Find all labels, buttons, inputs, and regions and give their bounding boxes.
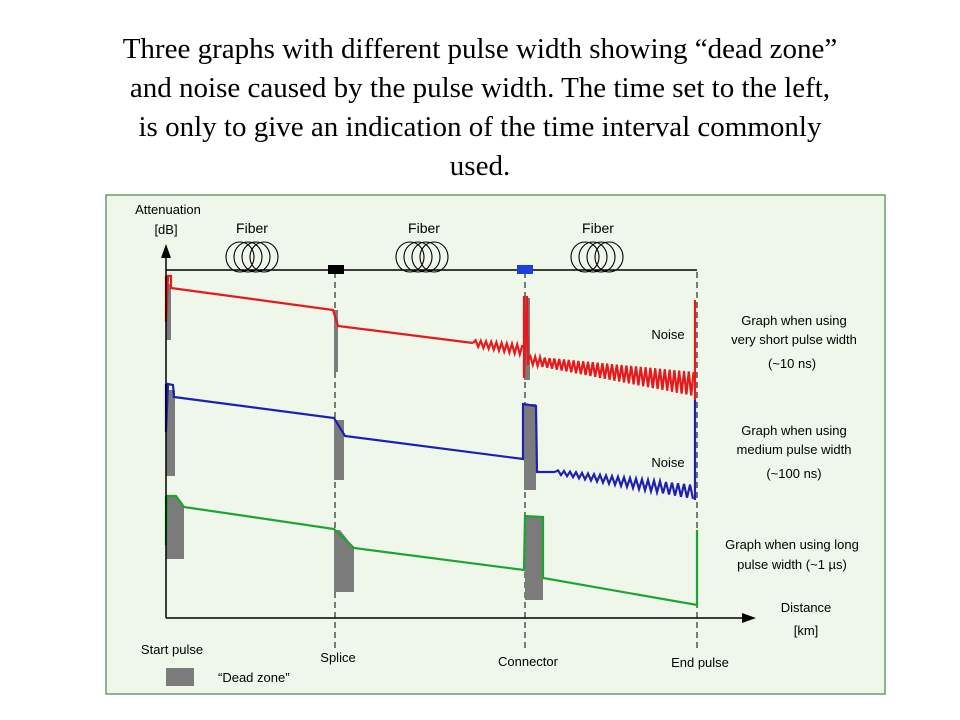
connector-marker <box>517 265 533 274</box>
fiber-coil-icon <box>225 241 279 273</box>
y-axis-label: Attenuation <box>135 202 201 217</box>
graph-desc-medium-2: medium pulse width <box>737 442 852 457</box>
graph-desc-short-3: (~10 ns) <box>768 356 816 371</box>
fiber-label: Fiber <box>582 220 614 236</box>
x-axis-arrow-icon <box>742 613 756 623</box>
caption-line-4: used. <box>449 150 511 182</box>
noise-label: Noise <box>651 455 684 470</box>
dead-zone <box>334 310 338 372</box>
dead-zone <box>334 530 354 592</box>
x-axis-label: Distance <box>781 600 832 615</box>
graph-desc-long-2: pulse width (~1 µs) <box>737 557 847 572</box>
graph-desc-medium-3: (~100 ns) <box>766 466 821 481</box>
y-axis-unit: [dB] <box>154 222 177 237</box>
splice-marker <box>328 265 344 274</box>
caption-line-2: and noise caused by the pulse width. The… <box>129 72 831 104</box>
fiber-coil-icon <box>570 241 624 273</box>
dead-zone <box>166 284 171 340</box>
graph-desc-short-1: Graph when using <box>741 313 847 328</box>
dead-zone-legend-label: “Dead zone” <box>218 670 290 685</box>
dead-zone <box>524 404 536 490</box>
graph-long-pulse <box>164 494 699 607</box>
connector-label: Connector <box>498 654 559 669</box>
caption-line-1: Three graphs with different pulse width … <box>122 33 838 65</box>
graph-desc-medium-1: Graph when using <box>741 423 847 438</box>
graph-desc-long-1: Graph when using long <box>725 537 859 552</box>
figure-caption: Three graphs with different pulse width … <box>60 30 900 186</box>
graph-medium-pulse <box>164 382 697 500</box>
start-pulse-label: Start pulse <box>141 642 203 657</box>
diagram-panel <box>105 194 886 695</box>
dead-zone <box>334 420 344 480</box>
y-axis-arrow-icon <box>161 244 171 258</box>
dead-zone-legend-swatch <box>166 668 194 686</box>
end-pulse-label: End pulse <box>671 655 729 670</box>
dead-zone <box>525 516 543 600</box>
dead-zones <box>166 284 543 600</box>
dead-zone <box>166 390 175 476</box>
x-axis-unit: [km] <box>794 623 819 638</box>
splice-label: Splice <box>320 650 355 665</box>
caption-line-3: is only to give an indication of the tim… <box>138 111 822 143</box>
fiber-label: Fiber <box>236 220 268 236</box>
dead-zone <box>166 496 184 559</box>
noise-label: Noise <box>651 327 684 342</box>
graph-desc-short-2: very short pulse width <box>731 332 857 347</box>
fiber-coil-icon <box>395 241 449 273</box>
fiber-label: Fiber <box>408 220 440 236</box>
